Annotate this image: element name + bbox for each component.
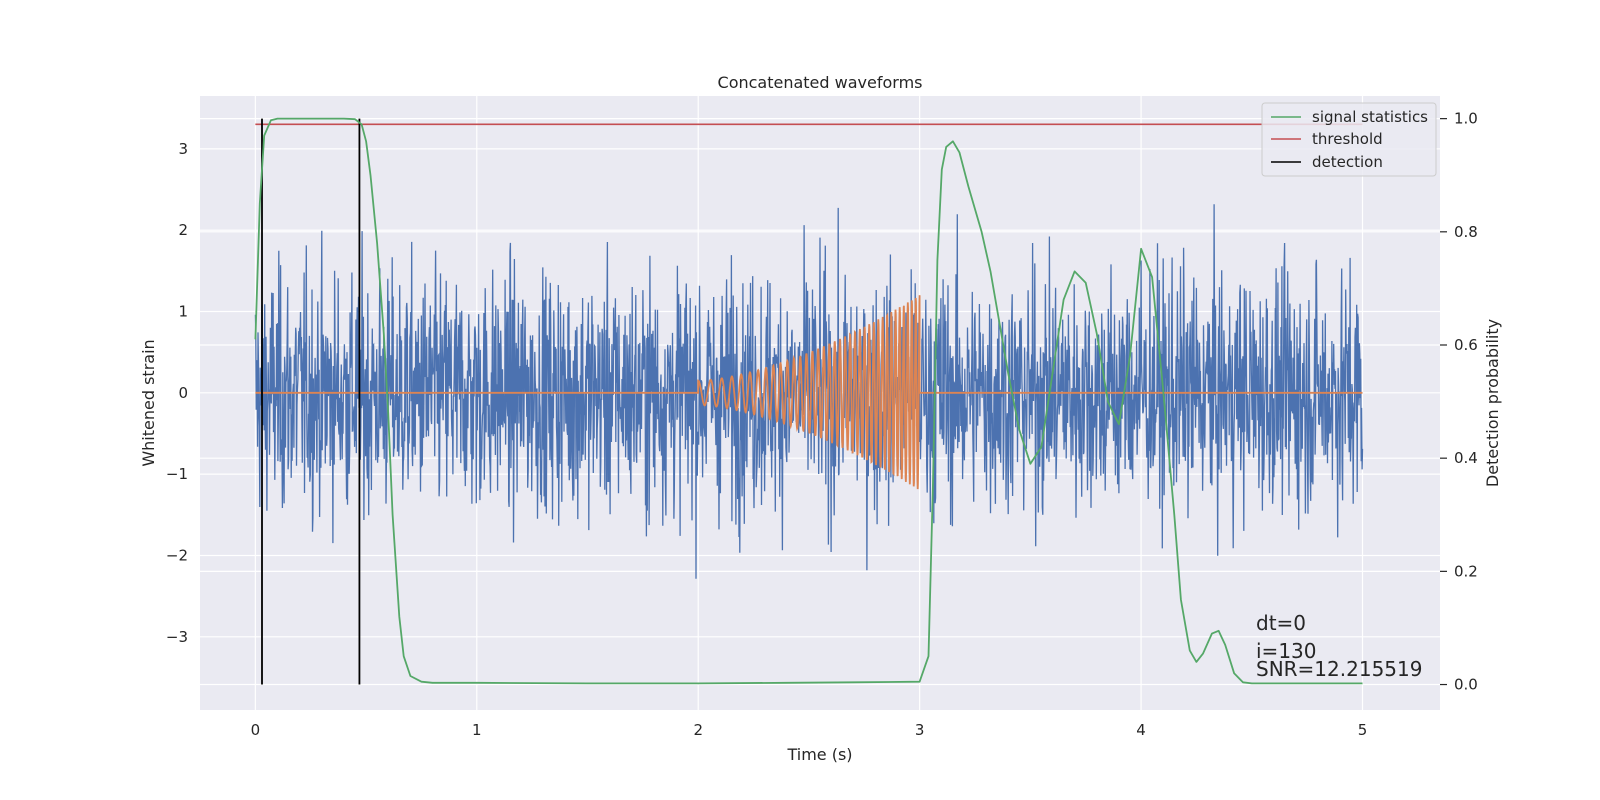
x-tick-label: 2 [693,721,703,739]
y-tick-label: −1 [166,465,188,483]
x-tick-label: 4 [1136,721,1146,739]
legend-box [1261,102,1437,177]
legend: signal statistics threshold detection [1261,102,1437,177]
chart-title: Concatenated waveforms [718,73,923,92]
y2-tick-label: 0.8 [1454,223,1478,241]
x-tick-label: 0 [251,721,261,739]
y2-tick-label: 1.0 [1454,110,1478,128]
x-axis-label: Time (s) [786,745,852,764]
legend-label-detection: detection [1312,153,1383,171]
left-axis-series [254,204,1364,579]
y-tick-label: 2 [178,221,188,239]
y2-tick-label: 0.6 [1454,336,1478,354]
x-tick-label: 5 [1358,721,1368,739]
signal-statistics-line [254,117,1363,685]
y2-tick-label: 0.2 [1454,562,1478,580]
annotation-snr: SNR=12.215519 [1256,657,1422,681]
legend-label-threshold: threshold [1312,130,1383,148]
y-tick-label: 3 [178,140,188,158]
legend-label-signal-statistics: signal statistics [1312,108,1428,126]
annotation-dt: dt=0 [1256,611,1306,635]
x-tick-label: 3 [915,721,925,739]
chirp-template-line [255,295,1363,490]
y2-tick-label: 0.0 [1454,676,1478,694]
x-tick-label: 1 [472,721,482,739]
annotation-i: i=130 [1256,639,1317,663]
y-axis-label: Whitened strain [139,339,158,466]
y2-tick-label: 0.4 [1454,449,1478,467]
y-tick-label: −3 [166,628,188,646]
y2-axis-label: Detection probability [1483,319,1502,487]
right-axis-series [254,117,1363,685]
y-tick-label: 1 [178,303,188,321]
y-tick-label: −2 [166,546,188,564]
axis-ticks: 0 1 2 3 4 5 −3 −2 −1 0 1 2 3 0.0 0.2 0.4 0.6 0.8 1.0 [166,110,1478,739]
y-tick-label: 0 [178,384,188,402]
